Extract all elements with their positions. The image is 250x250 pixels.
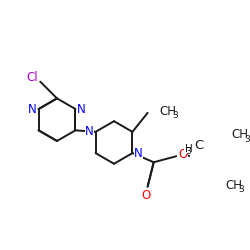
Text: 3: 3 [238, 185, 244, 194]
Text: N: N [85, 125, 94, 138]
Text: N: N [77, 102, 86, 116]
Text: 3: 3 [244, 135, 250, 144]
Text: H: H [185, 144, 192, 154]
Text: 3: 3 [185, 147, 191, 156]
Text: CH: CH [225, 178, 242, 192]
Text: C: C [195, 139, 204, 152]
Text: N: N [134, 146, 143, 160]
Text: CH: CH [231, 128, 248, 141]
Text: CH: CH [160, 105, 177, 118]
Text: 3: 3 [173, 112, 178, 120]
Text: Cl: Cl [27, 72, 38, 85]
Text: O: O [142, 189, 151, 202]
Text: O: O [178, 148, 187, 161]
Text: N: N [28, 102, 37, 116]
